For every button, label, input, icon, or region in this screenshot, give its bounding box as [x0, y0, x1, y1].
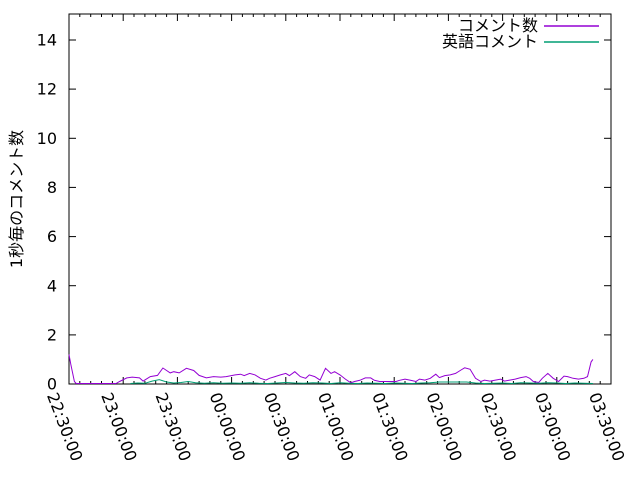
y-tick-label: 8: [47, 178, 57, 197]
x-tick-label: 03:00:00: [531, 390, 574, 464]
x-tick-label: 01:00:00: [314, 390, 357, 464]
x-tick-label: 03:30:00: [585, 390, 628, 464]
y-tick-label: 4: [47, 276, 57, 295]
y-axis-ticks: [69, 39, 611, 385]
x-axis-ticks: [68, 14, 612, 384]
data-series: [68, 354, 594, 385]
series-line-english-comments: [130, 379, 593, 385]
legend-label-comment-count: コメント数: [458, 16, 538, 35]
series-line-comment-count: [68, 354, 594, 384]
x-tick-label: 22:30:00: [43, 390, 86, 464]
y-tick-label: 2: [47, 326, 57, 345]
x-tick-label: 00:00:00: [206, 390, 249, 464]
y-tick-label: 14: [37, 31, 57, 50]
x-tick-label: 23:30:00: [151, 390, 194, 464]
legend-label-english-comments: 英語コメント: [442, 32, 538, 51]
x-tick-label: 01:30:00: [368, 390, 411, 464]
y-tick-label: 12: [37, 80, 57, 99]
y-axis-tick-labels: 0 2 4 6 8 10 12 14: [37, 31, 57, 394]
y-tick-label: 0: [47, 375, 57, 394]
plot-border: [68, 13, 612, 385]
y-tick-label: 10: [37, 129, 57, 148]
x-tick-label: 02:30:00: [477, 390, 520, 464]
x-axis-tick-labels: 22:30:00 23:00:00 23:30:00 00:00:00 00:30:00…: [43, 390, 628, 464]
x-tick-label: 23:00:00: [97, 390, 140, 464]
x-tick-label: 02:00:00: [422, 390, 465, 464]
x-tick-label: 00:30:00: [260, 390, 303, 464]
y-axis-title: 1秒毎のコメント数: [7, 130, 26, 268]
y-tick-label: 6: [47, 227, 57, 246]
legend: コメント数 英語コメント: [442, 16, 599, 51]
